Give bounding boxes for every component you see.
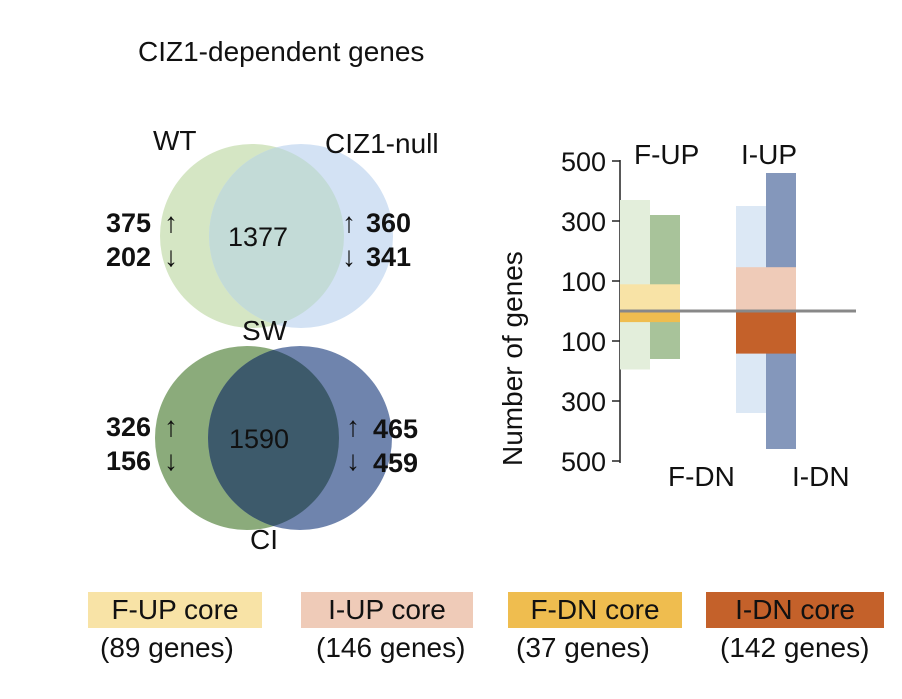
legend-label-i-dn-core: I-DN core: [735, 594, 855, 625]
venn-top-right-up-count: 360: [366, 208, 411, 238]
legend-label-i-up-core: I-UP core: [328, 594, 446, 625]
venn-top-left-up-arrow-icon: ↑: [164, 207, 178, 238]
group-label-f-up: F-UP: [634, 139, 699, 170]
y-tick-label: 500: [561, 447, 606, 477]
core-bar: [736, 267, 796, 311]
y-tick-label: 500: [561, 147, 606, 177]
y-tick-label: 300: [561, 387, 606, 417]
venn-bottom-left-up-arrow-icon: ↑: [164, 411, 178, 442]
venn-bottom-overlap-count: 1590: [229, 424, 289, 454]
legend-swatch-f-up-core: F-UP core: [88, 592, 262, 628]
venn-top-right-down-count: 341: [366, 242, 411, 272]
venn-top-bottom-label: SW: [242, 315, 288, 346]
legend-swatch-i-up-core: I-UP core: [301, 592, 473, 628]
venn-bottom: CI 1590 326 156 ↑ ↓ ↑ ↓ 465 459: [106, 346, 418, 555]
legend-count-i-dn-core: (142 genes): [720, 632, 870, 663]
venn-bottom-bottom-label: CI: [250, 524, 278, 555]
venn-bottom-overlap: [208, 346, 339, 530]
legend-swatch-f-dn-core: F-DN core: [508, 592, 682, 628]
chart-y-axis-label: Number of genes: [497, 251, 528, 466]
venn-top-overlap: [209, 144, 344, 328]
figure-title: CIZ1-dependent genes: [138, 36, 424, 67]
core-bar: [620, 311, 680, 323]
venn-top-left-up-count: 375: [106, 208, 151, 238]
core-bar: [736, 311, 796, 354]
legend-swatch-i-dn-core: I-DN core: [706, 592, 884, 628]
legend-count-f-dn-core: (37 genes): [516, 632, 650, 663]
venn-top-right-down-arrow-icon: ↓: [342, 241, 356, 272]
venn-bottom-right-up-arrow-icon: ↑: [346, 411, 360, 442]
legend-label-f-up-core: F-UP core: [111, 594, 239, 625]
venn-top-right-label: CIZ1-null: [325, 128, 439, 159]
venn-bottom-right-down-count: 459: [373, 448, 418, 478]
y-tick-label: 100: [561, 267, 606, 297]
group-label-f-dn: F-DN: [668, 461, 735, 492]
y-tick-label: 300: [561, 207, 606, 237]
venn-top-left-down-count: 202: [106, 242, 151, 272]
venn-bottom-left-down-count: 156: [106, 446, 151, 476]
venn-top-left-label: WT: [153, 125, 197, 156]
venn-top-overlap-count: 1377: [228, 222, 288, 252]
legend-count-f-up-core: (89 genes): [100, 632, 234, 663]
venn-top: WT CIZ1-null SW 1377 375 202 ↑ ↓ ↑ ↓ 360…: [106, 125, 439, 346]
venn-bottom-left-up-count: 326: [106, 412, 151, 442]
legend-count-i-up-core: (146 genes): [316, 632, 466, 663]
y-tick-label: 100: [561, 327, 606, 357]
venn-top-left-down-arrow-icon: ↓: [164, 241, 178, 272]
core-bar: [620, 284, 680, 311]
venn-bottom-left-down-arrow-icon: ↓: [164, 445, 178, 476]
group-label-i-dn: I-DN: [792, 461, 850, 492]
venn-top-right-up-arrow-icon: ↑: [342, 207, 356, 238]
legend-label-f-dn-core: F-DN core: [530, 594, 660, 625]
chart-y-ticks: 500 300 100 100 300 500: [561, 147, 620, 477]
group-label-i-up: I-UP: [741, 139, 797, 170]
chart-core-bars: [620, 267, 796, 354]
venn-bottom-right-up-count: 465: [373, 414, 418, 444]
venn-bottom-right-down-arrow-icon: ↓: [346, 445, 360, 476]
